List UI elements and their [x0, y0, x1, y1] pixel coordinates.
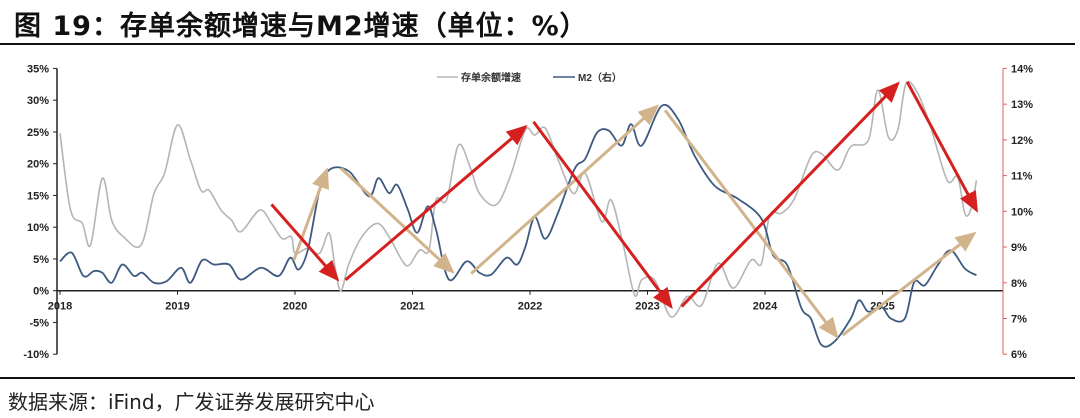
legend-label-m2: M2（右）: [578, 71, 622, 84]
x-tick-label: 2024: [753, 301, 778, 313]
x-tick-label: 2022: [518, 301, 542, 313]
right-tick-label: 6%: [1011, 349, 1027, 361]
trend-arrow-tan: [339, 167, 455, 274]
trend-arrow-red: [344, 124, 528, 282]
left-tick-label: 20%: [27, 159, 49, 171]
right-tick-label: 7%: [1011, 313, 1027, 325]
x-tick-label: 2023: [635, 301, 659, 313]
source-note: 数据来源：iFind，广发证券发展研究中心: [8, 390, 375, 414]
left-tick-label: 25%: [27, 127, 49, 139]
right-tick-label: 9%: [1011, 242, 1027, 254]
x-tick-label: 2018: [48, 301, 72, 313]
left-tick-label: 5%: [33, 254, 49, 266]
trend-arrow-red: [270, 203, 340, 282]
trend-arrow-tan: [663, 109, 839, 339]
trend-arrow-red: [532, 120, 673, 309]
trend-arrow-tan: [292, 167, 330, 261]
left-tick-label: 0%: [33, 286, 49, 298]
trend-arrow-red: [905, 81, 978, 213]
trend-arrow-tan: [470, 104, 660, 275]
right-tick-label: 13%: [1011, 99, 1033, 111]
series-line-m2: [59, 104, 977, 348]
figure-title: 图 19：存单余额增速与M2增速（单位：%）: [14, 11, 588, 42]
left-tick-label: -5%: [29, 317, 49, 329]
right-tick-label: 10%: [1011, 206, 1033, 218]
trend-arrow-tan: [841, 231, 977, 337]
series-line-deposit-growth: [59, 80, 978, 318]
x-tick-label: 2019: [165, 301, 189, 313]
right-tick-label: 14%: [1011, 63, 1033, 75]
left-tick-label: -10%: [23, 349, 49, 361]
x-tick-label: 2020: [283, 301, 307, 313]
trend-arrow-red: [680, 81, 900, 308]
legend: 存单余额增速 M2（右）: [437, 71, 622, 84]
right-tick-label: 12%: [1011, 135, 1033, 147]
right-tick-label: 11%: [1011, 171, 1033, 183]
left-tick-label: 30%: [27, 95, 49, 107]
x-tick-label: 2021: [400, 301, 424, 313]
title-rule: [0, 43, 1075, 45]
left-tick-label: 35%: [27, 63, 49, 75]
right-tick-label: 8%: [1011, 278, 1027, 290]
left-tick-label: 10%: [27, 222, 49, 234]
left-tick-label: 15%: [27, 190, 49, 202]
footer-rule: [0, 377, 1075, 379]
legend-label-deposit: 存单余额增速: [461, 71, 521, 84]
